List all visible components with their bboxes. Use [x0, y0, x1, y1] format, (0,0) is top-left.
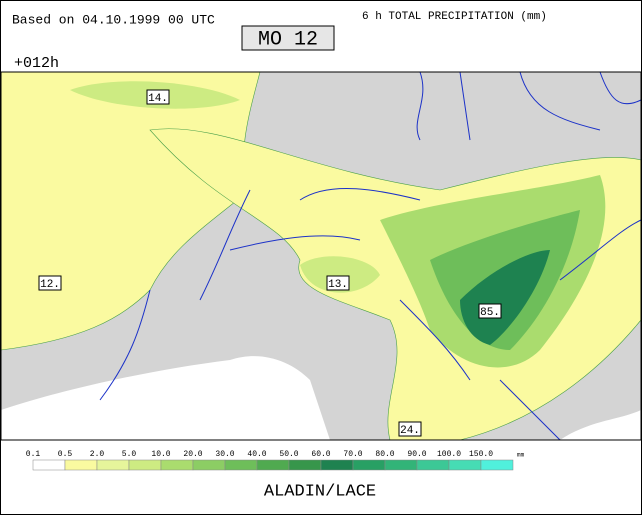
legend-swatch [32, 459, 66, 471]
legend-label: 20.0 [183, 450, 202, 459]
model-box [241, 25, 335, 51]
legend-label: 150.0 [469, 450, 493, 459]
field-title: 6 h TOTAL PRECIPITATION (mm) [362, 11, 547, 23]
precip-area [460, 250, 550, 345]
legend-swatch [160, 459, 194, 471]
legend-label: 70.0 [343, 450, 362, 459]
label-box [146, 89, 170, 105]
border [99, 71, 642, 441]
legend-label: 5.0 [122, 450, 137, 459]
map-label: 13. [328, 279, 348, 291]
map [0, 71, 642, 441]
map-label: 14. [148, 93, 168, 105]
legend-label: 60.0 [311, 450, 330, 459]
legend-swatch [128, 459, 162, 471]
legend-swatch [256, 459, 290, 471]
legend-label: 10.0 [151, 450, 170, 459]
legend-swatch [352, 459, 386, 471]
legend-unit: mm [517, 452, 525, 459]
map-label: 85. [480, 307, 500, 319]
map-label: 24. [400, 425, 420, 437]
label-box [38, 275, 62, 291]
legend-label: 40.0 [247, 450, 266, 459]
model: MO 12 [258, 28, 318, 51]
legend-swatch [224, 459, 258, 471]
base-time: Based on 04.10.1999 00 UTC [12, 12, 215, 27]
legend-swatch [384, 459, 418, 471]
legend-swatch [96, 459, 130, 471]
footer: ALADIN/LACE [264, 482, 376, 501]
sea [1, 356, 330, 440]
label-box [478, 303, 502, 319]
sea [560, 410, 641, 440]
legend-label: 100.0 [437, 450, 461, 459]
legend-label: 2.0 [90, 450, 105, 459]
map-frame [0, 71, 642, 441]
legend-label: 30.0 [215, 450, 234, 459]
lead-time: +012h [14, 55, 59, 72]
legend-label: 90.0 [407, 450, 426, 459]
label-box [326, 275, 350, 291]
label-box [398, 421, 422, 437]
legend-label: 50.0 [279, 450, 298, 459]
legend-swatch [64, 459, 98, 471]
precip-area [300, 256, 380, 293]
legend-swatch [192, 459, 226, 471]
legend-label: 80.0 [375, 450, 394, 459]
legend-swatch [448, 459, 482, 471]
legend-label: 0.5 [58, 450, 73, 459]
legend-swatch [480, 459, 514, 471]
legend-swatch [320, 459, 354, 471]
map-label: 12. [40, 279, 60, 291]
legend-swatch [416, 459, 450, 471]
legend-swatch [288, 459, 322, 471]
legend-label: 0.1 [26, 450, 41, 459]
